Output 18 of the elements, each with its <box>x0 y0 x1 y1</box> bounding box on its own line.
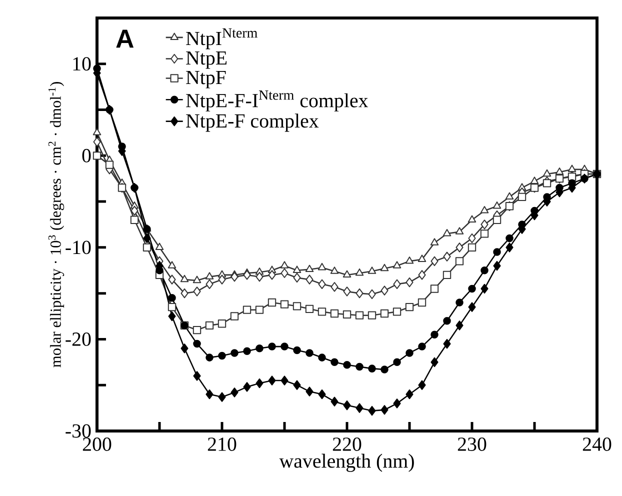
legend-label: NtpI$^{Nterm}$ <box>186 28 258 50</box>
y-tick-label: -30 <box>66 424 91 438</box>
y-tick-label: -20 <box>66 332 91 346</box>
y-tick-label: 0 <box>82 148 91 162</box>
legend-label: NtpE-F-I$^{Nterm}$ complex <box>186 90 368 112</box>
legend-label: NtpE-F complex <box>186 114 319 132</box>
x-tick-label: 240 <box>582 438 612 451</box>
x-tick-label: 210 <box>208 438 236 451</box>
x-tick-label: 220 <box>332 438 362 451</box>
y-tick-label: -10 <box>66 240 91 254</box>
x-axis-title: wavelength (nm) <box>279 454 414 472</box>
x-tick-label: 200 <box>82 438 112 451</box>
annotation: A <box>116 30 134 48</box>
legend-label: NtpE <box>186 51 227 69</box>
y-tick-label: 10 <box>73 57 91 71</box>
legend-label: NtpF <box>186 71 226 88</box>
y-axis-title: molar ellipticity · 10$^{3}$ (degrees · cm$^{2}$ · dmol$^{-1}$) <box>48 82 64 368</box>
x-tick-label: 230 <box>458 438 486 451</box>
